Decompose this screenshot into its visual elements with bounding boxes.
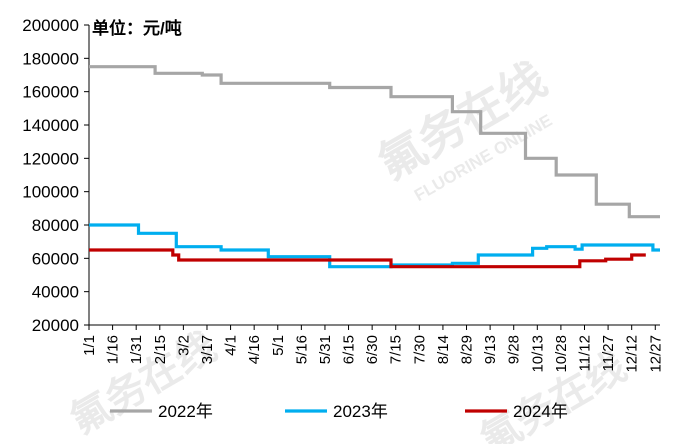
x-tick-label: 9/28	[506, 335, 523, 364]
y-tick-label: 60000	[32, 249, 79, 268]
y-tick-label: 120000	[22, 149, 79, 168]
watermark: 氟务在线 FLUORINE ONLINE	[369, 53, 555, 206]
x-axis: 1/1 1/16 1/31 2/15 3/2 3/17 4/1 4/16 5/1 5/16 5/31…	[81, 324, 664, 373]
x-tick-label: 9/13	[482, 335, 499, 364]
legend-label: 2022年	[158, 402, 213, 421]
x-tick-label: 8/29	[459, 335, 476, 364]
x-tick-label: 1/16	[105, 335, 122, 364]
legend-label: 2023年	[333, 402, 388, 421]
x-tick-label: 12/12	[624, 335, 641, 373]
x-tick-label: 7/30	[411, 335, 428, 364]
x-tick-label: 10/28	[553, 335, 570, 373]
legend: 2022年 2023年 2024年	[110, 402, 568, 421]
x-tick-label: 8/14	[435, 335, 452, 364]
x-tick-label: 4/1	[223, 335, 240, 356]
unit-label: 单位：元/吨	[92, 18, 182, 38]
y-tick-label: 160000	[22, 83, 79, 102]
series-line-2023年	[89, 223, 660, 269]
y-tick-label: 100000	[22, 183, 79, 202]
x-tick-label: 3/17	[199, 335, 216, 364]
x-tick-label: 1/1	[81, 335, 98, 356]
x-tick-label: 5/31	[317, 335, 334, 364]
x-tick-label: 1/31	[128, 335, 145, 364]
x-tick-label: 12/27	[647, 335, 664, 373]
series-line-2022年	[89, 65, 660, 219]
x-tick-label: 5/1	[270, 335, 287, 356]
x-tick-label: 11/12	[576, 335, 593, 371]
y-tick-label: 80000	[32, 216, 79, 235]
x-tick-label: 11/27	[600, 335, 617, 371]
x-tick-label: 6/30	[364, 335, 381, 364]
y-tick-label: 200000	[22, 16, 79, 35]
legend-label: 2024年	[513, 402, 568, 421]
series-layer	[89, 65, 660, 269]
x-tick-label: 2/15	[152, 335, 169, 364]
x-tick-label: 4/16	[246, 335, 263, 364]
series-line-2024年	[89, 248, 646, 269]
x-tick-label: 7/15	[388, 335, 405, 364]
y-tick-label: 180000	[22, 49, 79, 68]
y-tick-label: 40000	[32, 283, 79, 302]
x-tick-label: 10/13	[529, 335, 546, 373]
x-tick-label: 5/16	[293, 335, 310, 364]
x-tick-label: 3/2	[175, 335, 192, 356]
y-tick-label: 20000	[32, 316, 79, 335]
y-tick-label: 140000	[22, 116, 79, 135]
y-axis: 20000 40000 60000 80000 100000 120000 140000 16…	[22, 16, 90, 335]
x-tick-label: 6/15	[341, 335, 358, 364]
